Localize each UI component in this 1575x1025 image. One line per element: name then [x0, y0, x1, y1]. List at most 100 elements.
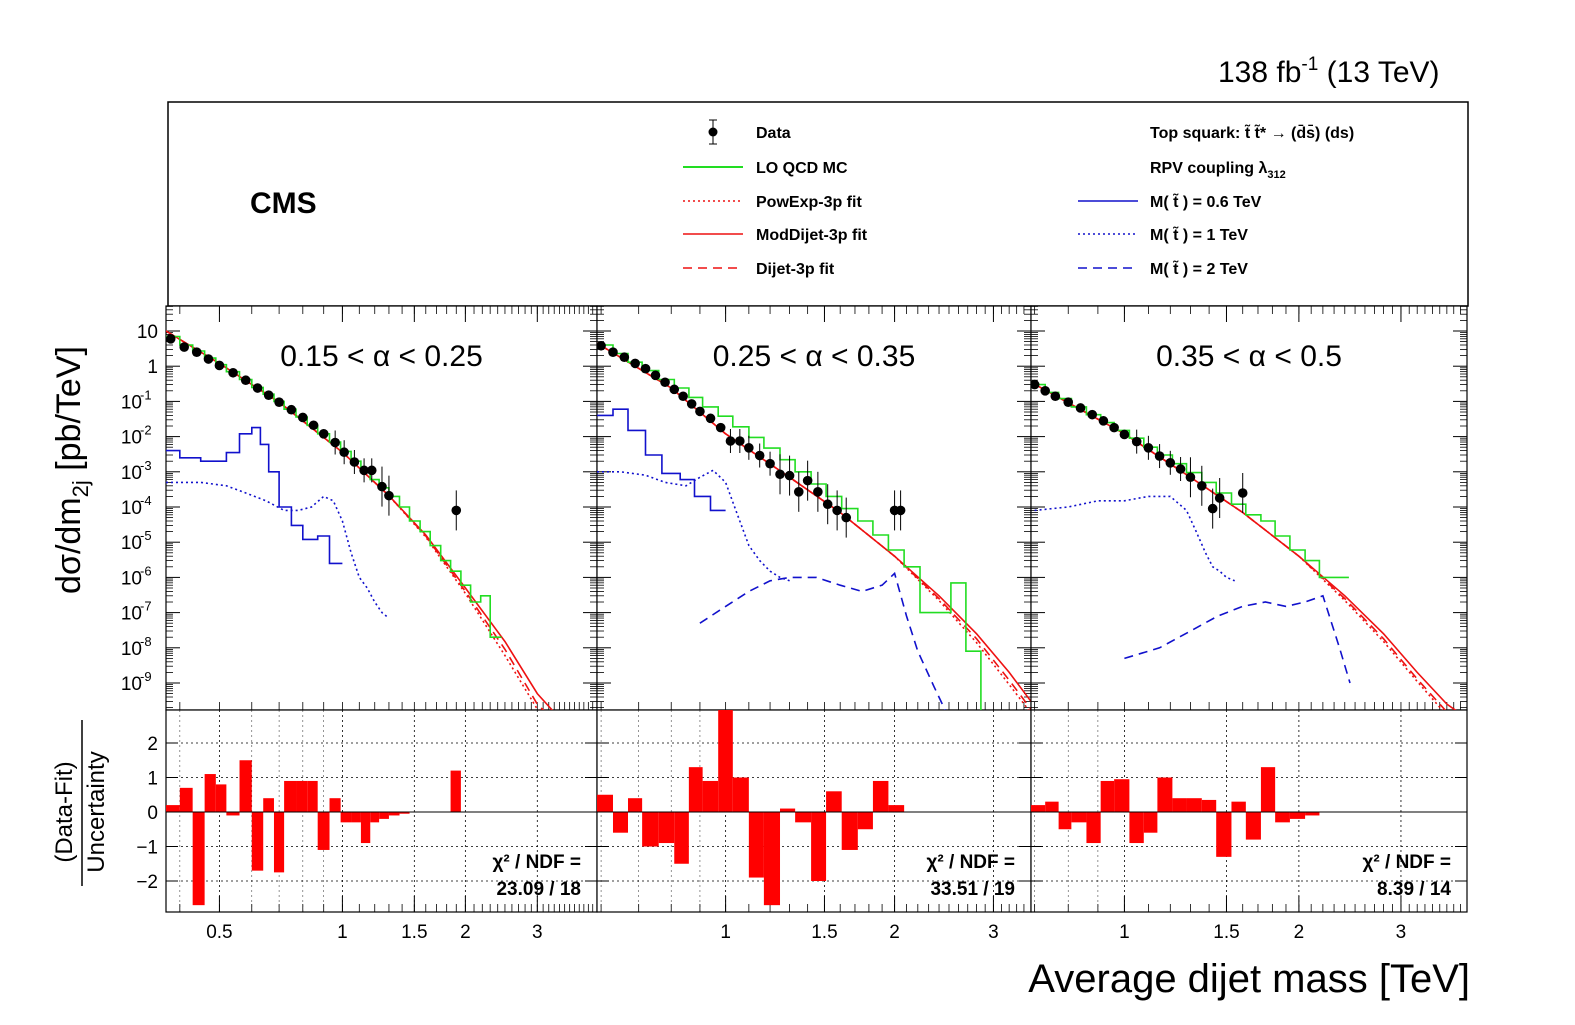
data-point — [1075, 403, 1086, 413]
x-tick-label: 2 — [460, 922, 471, 943]
residual-bar — [763, 812, 781, 906]
chi2-label: χ² / NDF = — [492, 852, 581, 873]
chi2-value: 23.09 / 18 — [496, 879, 581, 900]
data-point — [895, 505, 906, 516]
data-point — [784, 470, 795, 481]
residual-bar — [612, 812, 628, 833]
residual-bar — [1305, 812, 1320, 816]
residual-bar — [379, 812, 389, 819]
y-tick-exp: -7 — [140, 599, 152, 614]
x-tick-label: 0.5 — [206, 922, 232, 943]
data-point — [377, 481, 387, 492]
x-tick-label: 1 — [720, 922, 731, 943]
data-point — [263, 390, 274, 401]
residual-bar — [1231, 801, 1246, 812]
panel-3: 1 1.5 2 3 0.35 < α < 0.5 χ² / NDF = 8.39 / 14 — [1030, 305, 1468, 943]
residual-tick-label: 2 — [147, 734, 158, 755]
y-tick-label: 10 — [121, 533, 142, 554]
x-tick-label: 3 — [532, 922, 543, 943]
residual-bar — [179, 787, 193, 812]
residual-bar — [360, 812, 371, 844]
residual-bar — [166, 805, 180, 812]
data-point — [274, 397, 284, 407]
data-point — [1175, 464, 1186, 474]
data-point — [660, 377, 670, 388]
top-plot-area — [597, 340, 1031, 710]
residual-tick-label: 1 — [147, 769, 158, 790]
residual-bar — [1201, 799, 1217, 812]
data-point — [1050, 391, 1061, 402]
data-point — [1197, 481, 1207, 491]
legend-data-label: Data — [756, 125, 791, 142]
legend-data-marker — [708, 127, 718, 137]
data-point — [686, 399, 697, 409]
data-point — [1143, 443, 1154, 453]
residual-bar — [1143, 812, 1158, 833]
data-point — [744, 443, 754, 453]
x-tick-label: 1 — [1119, 922, 1130, 943]
residual-bar — [1100, 780, 1115, 812]
residual-bar — [226, 812, 240, 816]
signal-0p6-histogram — [597, 408, 726, 512]
data-point — [286, 404, 297, 415]
residual-bar — [1289, 812, 1306, 819]
residual-bar — [642, 812, 659, 847]
signal-2-line — [699, 571, 946, 710]
data-point — [359, 465, 369, 476]
signal-2-line — [1124, 594, 1351, 684]
y-tick-label: 10 — [137, 322, 158, 343]
data-point — [1109, 422, 1119, 433]
x-tick-label: 1 — [337, 922, 348, 943]
residual-bar — [251, 812, 264, 871]
residual-bar — [1260, 767, 1276, 812]
panel-1: 10110-110-210-310-410-510-610-710-810-92… — [121, 305, 598, 943]
residual-bar — [888, 805, 905, 812]
data-point — [619, 352, 630, 363]
y-tick-exp: -6 — [140, 563, 152, 578]
data-point — [191, 347, 202, 357]
svg-text:Uncertainty: Uncertainty — [83, 751, 110, 872]
residual-bar — [1031, 805, 1046, 812]
data-point — [214, 360, 225, 371]
residual-bar — [674, 812, 689, 864]
data-point — [793, 487, 804, 497]
residual-bar — [702, 780, 719, 812]
y-tick-label: 10 — [121, 674, 142, 695]
x-tick-label: 3 — [988, 922, 999, 943]
y-tick-label: 10 — [121, 392, 142, 413]
signal-0p6-histogram — [166, 426, 343, 565]
top-plot-area — [1031, 379, 1457, 710]
x-tick-label: 1.5 — [811, 922, 837, 943]
legend-entries: Data LO QCD MC PowExp-3p fit ModDijet-3p… — [683, 119, 1354, 278]
residual-bar — [192, 812, 205, 906]
x-tick-label: 1.5 — [1213, 922, 1239, 943]
residual-bar — [826, 791, 842, 812]
residual-bar — [239, 760, 252, 812]
residual-bar — [370, 812, 380, 823]
residual-plot-area — [597, 710, 1031, 906]
legend-moddijet-label: ModDijet-3p fit — [756, 227, 868, 244]
data-point — [802, 475, 813, 486]
residual-bar — [597, 794, 613, 812]
data-point — [1185, 472, 1196, 483]
y-tick-label: 1 — [147, 357, 158, 378]
data-point — [240, 375, 251, 386]
data-point — [166, 334, 176, 344]
data-point — [813, 487, 823, 497]
qcd-mc-histogram — [1031, 383, 1349, 579]
data-point — [330, 437, 340, 448]
residual-bar — [1045, 801, 1059, 812]
data-point — [597, 340, 606, 351]
y-tick-exp: -4 — [140, 493, 152, 508]
data-point — [765, 458, 775, 469]
data-point — [669, 384, 680, 395]
chi2-value: 8.39 / 14 — [1377, 879, 1451, 900]
residual-bar — [1172, 798, 1187, 812]
data-point — [339, 447, 349, 458]
residual-bar — [1114, 779, 1130, 812]
residual-bar — [284, 780, 297, 812]
residual-bar — [273, 812, 285, 873]
panel-title: 0.25 < α < 0.35 — [713, 340, 916, 373]
data-point — [1207, 503, 1218, 514]
data-point — [678, 391, 688, 402]
